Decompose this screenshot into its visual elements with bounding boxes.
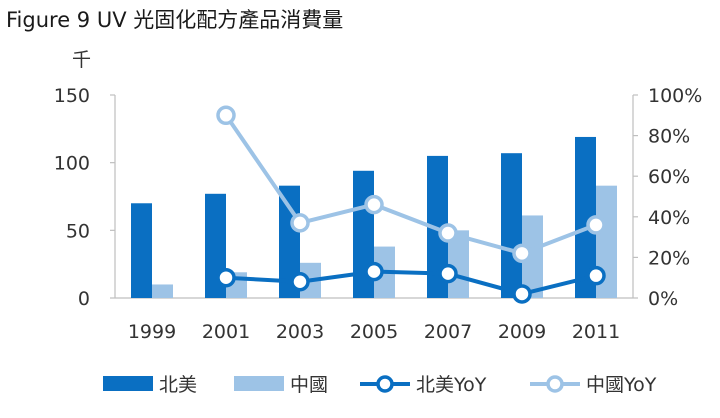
bar-china (522, 215, 543, 298)
y-tick-label-right: 100% (648, 85, 702, 107)
y-tick-label-left: 100 (54, 153, 90, 175)
chart-title: Figure 9 UV 光固化配方產品消費量 (6, 8, 344, 32)
bar-north-america (131, 203, 152, 298)
y-axis-unit-label: 千 (72, 49, 91, 71)
y-tick-label-right: 20% (648, 247, 690, 269)
legend-marker-china-yoy (546, 375, 564, 393)
point-north-america-yoy (216, 267, 236, 288)
y-tick-label-left: 50 (66, 220, 90, 242)
legend-label-china: 中國 (290, 374, 328, 396)
line-north-america-yoy (225, 269, 597, 296)
point-china-yoy (364, 194, 384, 215)
y-tick-label-right: 60% (648, 166, 690, 188)
line-china-yoy (224, 114, 597, 256)
x-tick-label: 2011 (572, 321, 620, 343)
point-north-america-yoy (586, 265, 606, 286)
x-tick-label: 2005 (350, 321, 398, 343)
legend-swatch-china (234, 376, 284, 391)
point-china-yoy (512, 243, 532, 264)
y-tick-label-right: 80% (648, 126, 690, 148)
legend-label-china-yoy: 中國YoY (586, 374, 657, 396)
point-china-yoy (216, 105, 236, 126)
x-tick-label: 2003 (276, 321, 324, 343)
point-china-yoy (438, 223, 458, 243)
bar-north-america (501, 153, 522, 298)
bar-north-america (575, 136, 596, 298)
point-china-yoy (586, 215, 606, 235)
point-north-america-yoy (512, 284, 532, 304)
point-china-yoy (290, 213, 310, 233)
legend-label-north-america-yoy: 北美YoY (416, 374, 487, 396)
point-north-america-yoy (438, 263, 458, 284)
y-tick-label-left: 150 (54, 85, 90, 107)
x-tick-label: 2007 (424, 321, 472, 343)
x-tick-label: 2009 (498, 321, 546, 343)
bar-china (152, 284, 173, 298)
legend-label-north-america: 北美 (159, 374, 197, 396)
point-north-america-yoy (364, 261, 384, 282)
y-tick-label-right: 0% (648, 288, 678, 310)
y-tick-label-left: 0 (78, 288, 90, 310)
x-tick-label: 2001 (202, 321, 250, 343)
point-north-america-yoy (290, 272, 310, 292)
y-tick-label-right: 40% (648, 207, 690, 229)
legend-marker-north-america-yoy (376, 375, 394, 393)
x-tick-label: 1999 (128, 321, 176, 343)
legend-swatch-north-america (103, 376, 153, 391)
